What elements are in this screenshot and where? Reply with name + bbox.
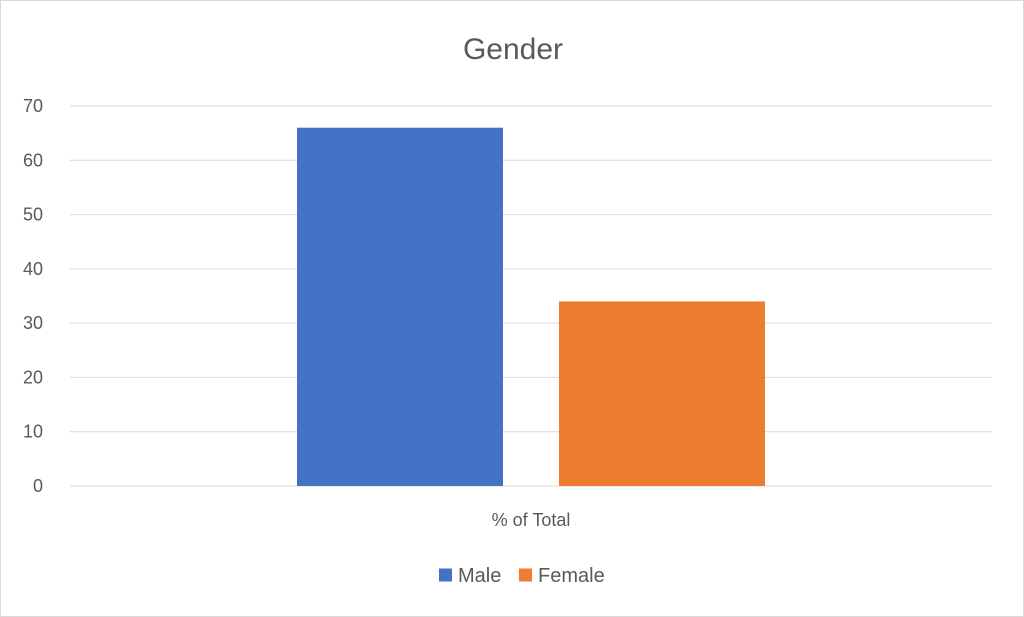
- y-tick-label: 20: [23, 367, 43, 387]
- y-tick-label: 50: [23, 205, 43, 225]
- legend-label-female: Female: [538, 565, 605, 587]
- y-tick-label: 70: [23, 96, 43, 116]
- bars: [297, 127, 765, 486]
- chart-title: Gender: [463, 33, 563, 66]
- y-tick-label: 10: [23, 422, 43, 442]
- legend-swatch-female: [519, 568, 532, 582]
- gridlines: [70, 105, 992, 487]
- bar-male: [297, 127, 503, 486]
- legend: Male Female: [439, 565, 605, 587]
- y-tick-label: 30: [23, 313, 43, 333]
- bar-female: [559, 301, 765, 486]
- category-axis: % of Total: [492, 510, 571, 530]
- category-label: % of Total: [492, 510, 571, 530]
- y-tick-label: 60: [23, 150, 43, 170]
- y-axis-ticks: 0 10 20 30 40 50 60 70: [23, 96, 43, 496]
- y-tick-label: 40: [23, 259, 43, 279]
- y-tick-label: 0: [33, 476, 43, 496]
- legend-label-male: Male: [458, 565, 501, 587]
- legend-swatch-male: [439, 568, 452, 582]
